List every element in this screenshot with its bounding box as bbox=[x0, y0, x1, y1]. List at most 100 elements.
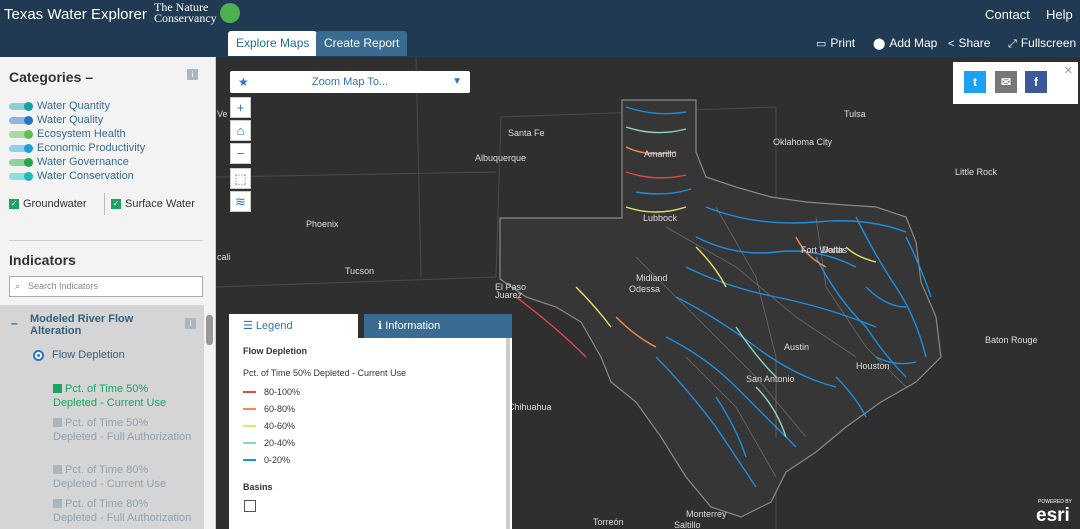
texas-icon: ★ bbox=[238, 75, 249, 89]
map-pin-icon: ⬤ bbox=[873, 38, 886, 50]
category-water-quantity[interactable]: Water Quantity bbox=[9, 99, 110, 113]
check-icon: ✓ bbox=[111, 199, 121, 209]
close-icon[interactable]: ✕ bbox=[1063, 65, 1073, 77]
city-label: Juarez bbox=[495, 290, 523, 300]
info-icon[interactable]: i bbox=[187, 69, 198, 80]
city-label: Midland bbox=[636, 273, 668, 283]
layers-button[interactable]: ≋ bbox=[230, 191, 251, 212]
fullscreen-button[interactable]: ⤢ Fullscreen bbox=[1008, 36, 1077, 50]
city-label: Little Rock bbox=[955, 167, 998, 177]
share-icon: < bbox=[948, 38, 955, 50]
app-title: Texas Water Explorer bbox=[4, 6, 147, 23]
option-50-current[interactable]: Pct. of Time 50% Depleted - Current Use bbox=[53, 383, 167, 409]
city-label: Oklahoma City bbox=[773, 137, 833, 147]
tab-create-report[interactable]: Create Report bbox=[316, 31, 408, 56]
legend-item: 80-100% bbox=[243, 387, 300, 397]
city-label: Baton Rouge bbox=[985, 335, 1038, 345]
contact-link[interactable]: Contact bbox=[985, 7, 1030, 22]
info-icon: ℹ bbox=[378, 320, 386, 332]
printer-icon: ▭ bbox=[816, 38, 827, 50]
category-water-quality[interactable]: Water Quality bbox=[9, 113, 103, 127]
checkbox-icon bbox=[53, 418, 62, 427]
layers-icon: ≋ bbox=[235, 194, 246, 209]
map-view[interactable]: Santa Fe Tulsa Oklahoma City Albuquerque… bbox=[216, 57, 1080, 529]
city-label: Austin bbox=[784, 342, 810, 352]
city-label: cali bbox=[217, 252, 231, 262]
city-label: Monterrey bbox=[686, 509, 727, 519]
city-label: Chihuahua bbox=[508, 402, 552, 412]
tab-legend[interactable]: ☰ Legend bbox=[229, 314, 358, 338]
divider bbox=[104, 193, 105, 215]
top-nav-bar: Texas Water Explorer The Nature Conserva… bbox=[0, 0, 1080, 57]
tab-explore-maps[interactable]: Explore Maps bbox=[228, 31, 318, 56]
check-icon: ✓ bbox=[9, 199, 19, 209]
category-ecosystem-health[interactable]: Ecosystem Health bbox=[9, 127, 126, 141]
option-50-full[interactable]: Pct. of Time 50% Depleted - Full Authori… bbox=[53, 417, 192, 443]
sidebar: Categories – i Water Quantity Water Qual… bbox=[0, 57, 216, 529]
select-box-icon: ⬚ bbox=[234, 171, 247, 186]
indicators-title: Indicators bbox=[9, 252, 76, 268]
city-label: San Antonio bbox=[746, 374, 795, 384]
city-label: Albuquerque bbox=[475, 153, 527, 163]
sidebar-scrollbar[interactable] bbox=[206, 315, 213, 345]
add-map-button[interactable]: ⬤ Add Map bbox=[873, 36, 938, 50]
home-icon: ⌂ bbox=[236, 123, 245, 138]
zoom-map-to-dropdown[interactable]: ★ Zoom Map To... ▼ bbox=[230, 71, 470, 93]
city-label: Saltillo bbox=[674, 520, 701, 529]
basins-checkbox[interactable] bbox=[244, 500, 256, 512]
facebook-icon[interactable]: f bbox=[1025, 71, 1047, 93]
print-button[interactable]: ▭ Print bbox=[816, 36, 856, 50]
divider bbox=[9, 240, 203, 241]
twitter-icon[interactable]: t bbox=[964, 71, 986, 93]
option-80-current[interactable]: Pct. of Time 80% Depleted - Current Use bbox=[53, 464, 167, 490]
legend-panel: ☰ Legend ℹ Information Flow Depletion Pc… bbox=[229, 314, 512, 529]
legend-item: 40-60% bbox=[243, 421, 295, 431]
collapse-icon[interactable]: – bbox=[11, 316, 18, 330]
select-area-button[interactable]: ⬚ bbox=[230, 168, 251, 189]
chevron-down-icon: ▼ bbox=[452, 76, 462, 87]
zoom-out-button[interactable]: − bbox=[230, 143, 251, 164]
city-label: El Paso bbox=[495, 282, 527, 292]
flow-depletion-radio[interactable] bbox=[33, 350, 44, 361]
basins-label: Basins bbox=[243, 482, 273, 492]
search-icon: ⌕ bbox=[15, 281, 21, 291]
indicator-group-title[interactable]: Modeled River Flow Alteration bbox=[30, 313, 134, 337]
surface-water-checkbox[interactable]: ✓ Surface Water bbox=[111, 198, 195, 210]
help-link[interactable]: Help bbox=[1046, 7, 1073, 22]
city-label: Odessa bbox=[629, 284, 661, 294]
email-icon[interactable]: ✉ bbox=[995, 71, 1017, 93]
zoom-in-button[interactable]: + bbox=[230, 97, 251, 118]
city-label: Tulsa bbox=[844, 109, 866, 119]
categories-title[interactable]: Categories – bbox=[9, 69, 94, 85]
tab-information[interactable]: ℹ Information bbox=[364, 314, 512, 338]
city-label: Ve bbox=[217, 109, 228, 119]
search-indicators-input[interactable]: ⌕ Search Indicators bbox=[9, 276, 203, 297]
groundwater-checkbox[interactable]: ✓ Groundwater bbox=[9, 198, 87, 210]
check-icon bbox=[53, 384, 62, 393]
city-label: Fort Worth bbox=[801, 245, 844, 255]
city-label: Amarillo bbox=[644, 149, 677, 159]
legend-item: 60-80% bbox=[243, 404, 295, 414]
legend-item: 0-20% bbox=[243, 455, 290, 465]
list-icon: ☰ bbox=[243, 320, 256, 332]
legend-subtitle: Pct. of Time 50% Depleted - Current Use bbox=[243, 368, 407, 378]
category-water-governance[interactable]: Water Governance bbox=[9, 155, 129, 169]
legend-scrollbar[interactable] bbox=[506, 338, 510, 529]
powered-by-label: POWERED BY bbox=[1038, 499, 1072, 505]
city-label: Phoenix bbox=[306, 219, 339, 229]
city-label: Torreón bbox=[593, 517, 624, 527]
category-water-conservation[interactable]: Water Conservation bbox=[9, 169, 134, 183]
expand-icon: ⤢ bbox=[1008, 38, 1017, 50]
flow-depletion-label[interactable]: Flow Depletion bbox=[52, 349, 125, 361]
option-80-full[interactable]: Pct. of Time 80% Depleted - Full Authori… bbox=[53, 498, 192, 524]
nature-conservancy-logo[interactable]: The Nature Conservancy bbox=[154, 1, 244, 28]
category-economic-productivity[interactable]: Economic Productivity bbox=[9, 141, 145, 155]
share-button[interactable]: < Share bbox=[948, 36, 991, 50]
city-label: Lubbock bbox=[643, 213, 678, 223]
info-icon[interactable]: i bbox=[185, 318, 196, 329]
city-label: Dallas bbox=[822, 245, 848, 255]
esri-logo[interactable]: esri bbox=[1036, 505, 1070, 526]
legend-item: 20-40% bbox=[243, 438, 295, 448]
city-label: Tucson bbox=[345, 266, 375, 276]
home-button[interactable]: ⌂ bbox=[230, 120, 251, 141]
